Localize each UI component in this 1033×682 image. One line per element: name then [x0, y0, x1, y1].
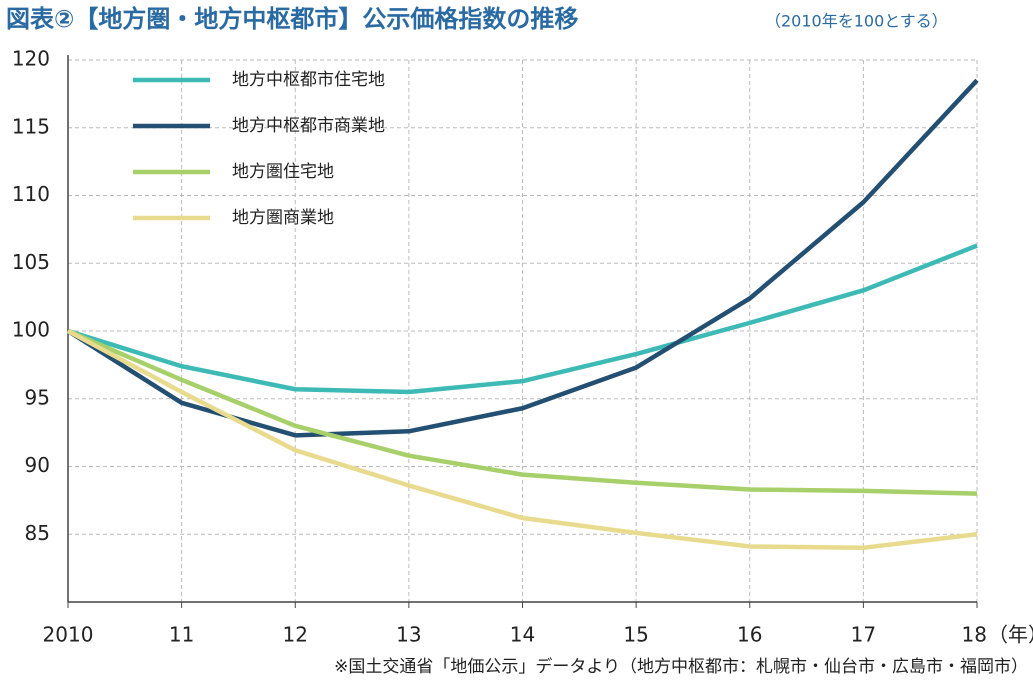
y-tick-label: 115	[12, 114, 50, 138]
series-line	[67, 243, 978, 395]
legend-label: 地方圏住宅地	[232, 162, 334, 182]
x-tick-label: 18	[962, 623, 987, 647]
x-axis-label: （年）	[988, 623, 1033, 647]
y-tick-label: 100	[12, 318, 50, 342]
x-tick-label: 15	[623, 623, 648, 647]
y-tick-label: 95	[25, 385, 50, 409]
source-note: ※国土交通省「地価公示」データより（地方中枢都市：札幌市・仙台市・広島市・福岡市…	[334, 656, 1028, 677]
x-tick-label: 11	[169, 623, 194, 647]
y-tick-label: 110	[12, 182, 50, 206]
y-tick-label: 105	[12, 250, 50, 274]
x-tick-label: 12	[283, 623, 308, 647]
y-tick-label: 85	[25, 521, 50, 545]
y-tick-label: 90	[25, 453, 50, 477]
chart-subtitle: （2010年を100とする）	[765, 12, 948, 31]
legend-label: 地方中枢都市商業地	[232, 116, 385, 136]
chart-title: 図表②【地方圏・地方中枢都市】公示価格指数の推移	[6, 5, 578, 33]
y-tick-label: 120	[12, 47, 50, 71]
series-line	[67, 328, 978, 496]
series-line	[66, 329, 978, 551]
x-tick-label: 16	[737, 623, 762, 647]
legend-label: 地方圏商業地	[232, 208, 334, 228]
legend-label: 地方中枢都市住宅地	[232, 70, 385, 90]
x-tick-label: 17	[851, 623, 876, 647]
x-tick-label: 13	[396, 623, 421, 647]
x-tick-label: 2010	[43, 623, 94, 647]
x-tick-label: 14	[510, 623, 535, 647]
